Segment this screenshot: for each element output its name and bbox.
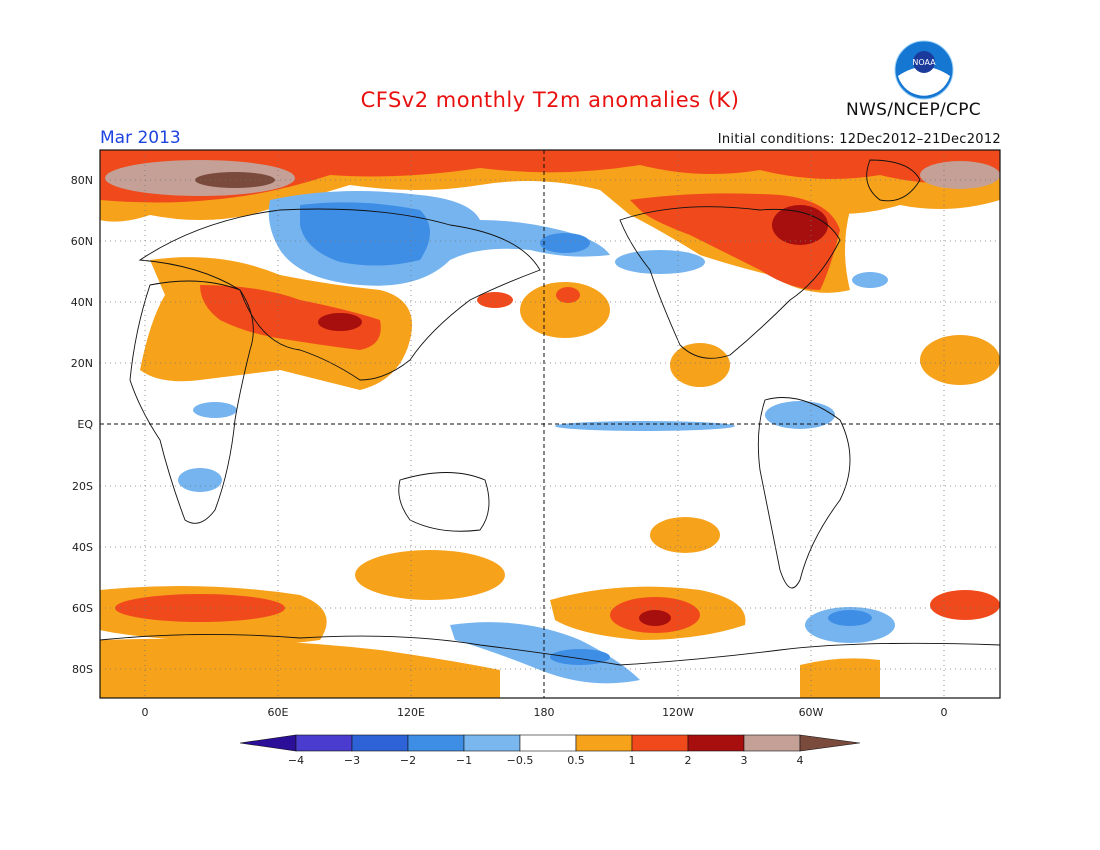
agency-label: NWS/NCEP/CPC	[846, 100, 981, 120]
warm-region-arctic-east-high	[920, 161, 1000, 189]
warm-region-nw-pacific	[477, 292, 513, 308]
cool-region-nw-pacific	[615, 250, 705, 274]
colorbar-label: −2	[400, 754, 416, 767]
colorbar-segment	[239, 734, 297, 752]
lon-label: 60E	[268, 706, 289, 719]
gridlines	[100, 150, 1000, 698]
colorbar-label: 3	[741, 754, 748, 767]
cool-region-ross-sea	[450, 622, 640, 684]
warm-region-e-atlantic	[920, 335, 1000, 385]
colorbar-label: 1	[629, 754, 636, 767]
logo-text: NOAA	[912, 58, 936, 67]
warm-region-antarctica	[100, 638, 500, 698]
lat-label: 20S	[72, 480, 93, 493]
cool-region-eq-pacific	[555, 421, 735, 431]
lat-label: 40S	[72, 541, 93, 554]
coastline-greenland	[866, 159, 921, 202]
warm-region-nc-pacific-core	[556, 287, 580, 303]
colorbar-segment	[743, 734, 801, 752]
forecast-period: Mar 2013	[100, 128, 181, 148]
noaa-logo: NOAA	[894, 40, 954, 100]
cool-region-siberia-strong	[300, 202, 430, 266]
warm-region-tasman	[355, 550, 505, 600]
coastline-australia	[398, 472, 490, 532]
colorbar-label: −0.5	[507, 754, 534, 767]
chart-title: CFSv2 monthly T2m anomalies (K)	[360, 88, 740, 112]
cool-region-w-africa	[193, 402, 237, 418]
lat-label: 40N	[71, 296, 93, 309]
cool-region-n-atlantic	[852, 272, 888, 288]
warm-region-s-pacific-peak	[639, 610, 671, 626]
colorbar-label: −3	[344, 754, 360, 767]
colorbar-label: −4	[288, 754, 304, 767]
lat-label: EQ	[77, 418, 93, 431]
longitude-labels: 0 60E 120E 180 120W 60W 0	[142, 706, 948, 719]
colorbar	[239, 734, 861, 752]
warm-region-canada-peak	[772, 205, 828, 245]
cool-region-south-america	[765, 401, 835, 429]
lon-label: 60W	[799, 706, 824, 719]
lat-label: 20N	[71, 357, 93, 370]
colorbar-label: 4	[797, 754, 804, 767]
cool-region-ross-sea-strong	[550, 649, 610, 665]
coastline-africa	[129, 280, 254, 524]
coastline-south-america	[757, 397, 851, 589]
anomaly-fields	[100, 150, 1000, 698]
warm-region-arctic-strong	[100, 150, 1000, 203]
colorbar-segment	[575, 734, 633, 752]
coastline-north-america	[619, 206, 841, 359]
latitude-labels: 80N 60N 40N 20N EQ 20S 40S 60S 80S	[71, 174, 94, 676]
lon-label: 0	[142, 706, 149, 719]
lon-label: 120W	[662, 706, 694, 719]
colorbar-segment	[799, 734, 861, 752]
lon-label: 180	[534, 706, 555, 719]
reference-lines	[100, 150, 1000, 698]
lat-label: 80S	[72, 663, 93, 676]
colorbar-segment	[295, 734, 353, 752]
lat-label: 60N	[71, 235, 93, 248]
colorbar-label: 2	[685, 754, 692, 767]
coastline-eurasia	[138, 208, 541, 381]
colorbar-label: 0.5	[567, 754, 585, 767]
colorbar-segment	[407, 734, 465, 752]
cool-region-bering	[540, 233, 590, 253]
colorbar-segment	[687, 734, 745, 752]
lon-label: 120E	[397, 706, 425, 719]
warm-region-s-pacific	[650, 517, 720, 553]
warm-region-mexico	[670, 343, 730, 387]
coastlines	[100, 159, 1000, 666]
cool-region-weddell-strong	[828, 610, 872, 626]
colorbar-label: −1	[456, 754, 472, 767]
colorbar-segment	[463, 734, 521, 752]
warm-region-tibet-peak	[318, 313, 362, 331]
map-frame	[99, 149, 1001, 699]
warm-region-nc-pacific	[520, 282, 610, 338]
colorbar-segment	[631, 734, 689, 752]
warm-region-antarctica-east	[800, 658, 880, 698]
coastline-antarctica	[100, 634, 1000, 666]
colorbar-segment	[351, 734, 409, 752]
warm-region-s-atlantic	[930, 590, 1000, 620]
colorbar-labels: −4 −3 −2 −1 −0.5 0.5 1 2 3 4	[288, 754, 804, 767]
lon-label: 0	[941, 706, 948, 719]
cool-region-africa	[178, 468, 222, 492]
lat-label: 60S	[72, 602, 93, 615]
warm-region-eurasia-strong	[200, 285, 381, 350]
colorbar-segment	[519, 734, 577, 752]
initial-conditions: Initial conditions: 12Dec2012–21Dec2012	[717, 132, 1001, 147]
lat-label: 80N	[71, 174, 93, 187]
